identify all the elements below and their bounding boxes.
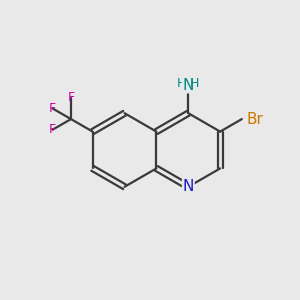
Text: N: N [183,179,194,194]
Text: Br: Br [246,112,263,127]
Text: F: F [68,92,74,104]
Text: F: F [49,102,56,115]
Text: H: H [177,77,187,90]
Text: N: N [183,78,194,93]
Text: H: H [190,77,200,90]
Text: F: F [49,123,56,136]
